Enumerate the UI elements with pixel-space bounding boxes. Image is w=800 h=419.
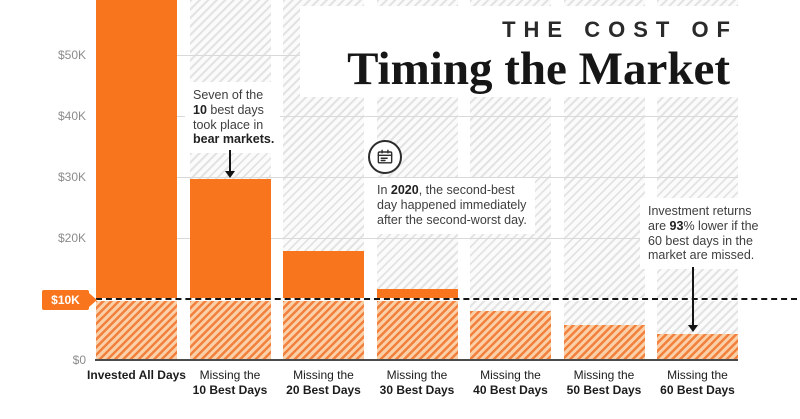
gridline: [96, 176, 738, 178]
arrow-down-icon: [225, 171, 235, 178]
y-axis-tick-label: $0: [72, 353, 86, 367]
threshold-badge-pointer-icon: [89, 293, 97, 307]
x-axis-line: [95, 359, 738, 361]
bar-segment-above-threshold: [189, 178, 271, 299]
gridline: [96, 237, 738, 239]
bar-segment-below-threshold: [189, 299, 271, 360]
page-title: Timing the Market: [347, 43, 730, 95]
bar-segment-below-threshold: [563, 324, 645, 360]
bar-segment-below-threshold: [470, 310, 551, 360]
x-axis-label-line: Missing the: [573, 368, 635, 382]
x-axis-label-line: Missing the: [480, 368, 541, 382]
x-axis-category-label: Missing the 10 Best Days: [160, 368, 300, 398]
bar-segment-above-threshold: [283, 251, 364, 299]
x-axis-category-label: Invested All Days: [67, 368, 207, 383]
threshold-dashed-line: [96, 298, 797, 301]
annotation-line: 10 best days: [193, 102, 264, 117]
bar-segment-below-threshold: [283, 299, 364, 360]
x-axis-category-label: Missing the 40 Best Days: [441, 368, 581, 398]
annotation-line: after the second-worst day.: [377, 212, 527, 227]
y-axis-tick-label: $30K: [57, 170, 86, 184]
annotation-line: Investment returns: [648, 204, 752, 218]
annotation-line: market are missed.: [648, 248, 755, 263]
x-axis-label-line: 30 Best Days: [379, 383, 455, 397]
bar-segment-above-threshold: [96, 0, 177, 299]
annotation-line: day happened immediately: [377, 197, 527, 212]
arrow-down-icon: [688, 325, 698, 332]
x-axis-label-line: 50 Best Days: [566, 383, 642, 397]
threshold-badge: $10K: [42, 290, 89, 310]
x-axis-label-line: 40 Best Days: [473, 383, 548, 397]
bar-segment-above-threshold: [376, 288, 458, 299]
annotation-2020: In 2020, the second-best day happened imm…: [371, 178, 535, 235]
annotation-arrow-line: [229, 150, 231, 171]
x-axis-label-line: Invested All Days: [87, 368, 186, 382]
bar-segment-below-threshold: [376, 299, 458, 360]
annotation-line: are 93% lower if the: [648, 218, 759, 233]
x-axis-label-line: 20 Best Days: [286, 383, 361, 397]
y-axis-tick-label: $20K: [57, 231, 86, 245]
gridline: [96, 115, 738, 117]
x-axis-label-line: Missing the: [386, 368, 448, 382]
bar-segment-below-threshold: [96, 299, 177, 360]
annotation-arrow-line: [692, 267, 694, 325]
annotation-line: bear markets.: [193, 132, 275, 147]
title-kicker: THE COST OF: [502, 17, 738, 42]
title-block: THE COST OF Timing the Market: [300, 6, 800, 97]
x-axis-category-label: Missing the 50 Best Days: [534, 368, 674, 398]
annotation-line: took place in: [193, 117, 264, 132]
x-axis-label-line: Missing the: [199, 368, 261, 382]
annotation-bear-markets: Seven of the 10 best days took place in bea…: [185, 82, 281, 154]
y-axis-tick-label: $40K: [57, 109, 86, 123]
x-axis-label-line: Missing the: [293, 368, 354, 382]
x-axis-category-label: Missing the 60 Best Days: [628, 368, 768, 398]
x-axis-category-label: Missing the 20 Best Days: [254, 368, 394, 398]
y-axis-tick-label: $50K: [57, 48, 86, 62]
x-axis-label-line: 10 Best Days: [192, 383, 268, 397]
x-axis-label-line: 60 Best Days: [660, 383, 735, 397]
annotation-line: In 2020, the second-best: [377, 183, 515, 197]
annotation-line: Seven of the: [193, 88, 264, 102]
bar-segment-below-threshold: [657, 334, 738, 360]
annotation-93-percent: Investment returns are 93% lower if the 60…: [640, 198, 767, 270]
calendar-icon: [368, 140, 402, 174]
annotation-line: 60 best days in the: [648, 233, 753, 248]
x-axis-category-label: Missing the 30 Best Days: [347, 368, 487, 398]
x-axis-label-line: Missing the: [667, 368, 728, 382]
